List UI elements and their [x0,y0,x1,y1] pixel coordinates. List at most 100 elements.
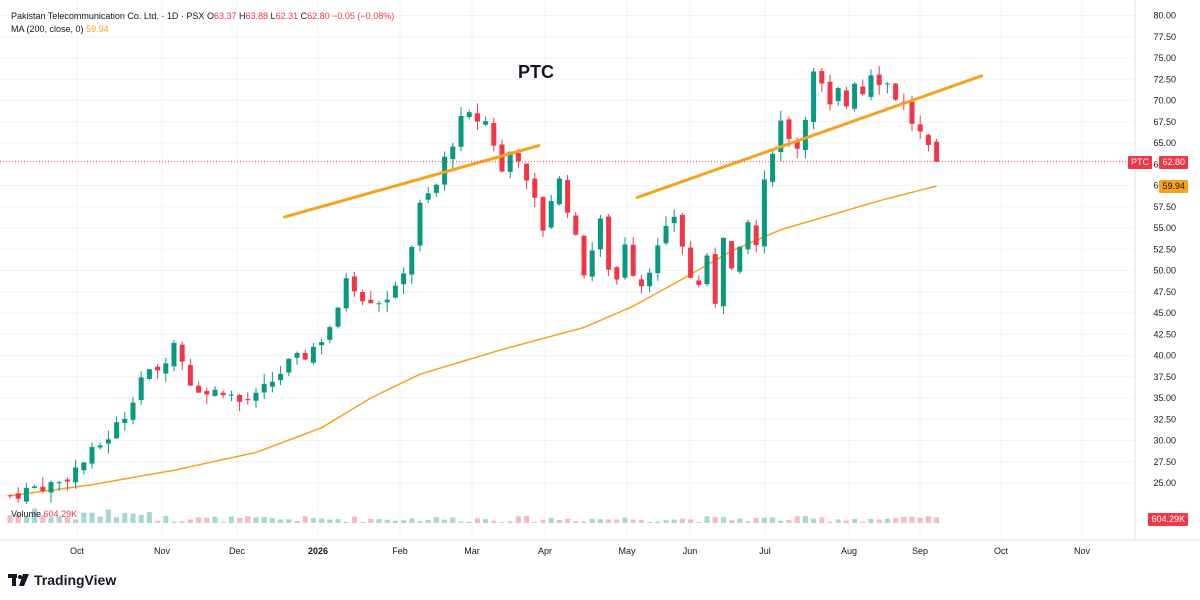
candle-body [581,235,587,276]
trendline [635,74,984,199]
candle-body [310,346,316,363]
volume-bar [335,519,341,523]
volume-bar [655,521,661,523]
volume-bar [89,512,95,523]
volume-bar [245,516,251,523]
volume-bar [917,517,923,523]
candle-body [786,119,792,139]
ma-row[interactable]: MA (200, close, 0) 59.94 [11,23,394,36]
candle-body [696,280,702,285]
volume-bar [171,521,177,523]
candle-body [228,394,234,396]
candle-body [466,112,472,118]
volume-bar [212,516,218,523]
volume-bar [827,521,833,523]
candle-body [868,75,874,97]
volume-bar [442,519,448,523]
candle-body [392,285,398,298]
volume-bar [811,518,817,523]
price-tick-label: 72.50 [1153,74,1176,84]
volume-bar [392,520,398,523]
time-tick-label: Oct [70,546,85,556]
volume-bar [23,516,29,523]
candle-body [15,493,21,499]
trendline [283,144,541,219]
candle-body [32,486,38,489]
volume-bar [622,517,628,523]
volume-bar [589,518,595,523]
volume-bar [565,518,571,523]
volume-bar [884,518,890,523]
volume-bar [15,514,21,523]
candle-body [647,272,653,287]
close-label: C [300,11,308,21]
volume-bar [524,516,530,523]
candle-body [81,462,87,471]
candle-body [40,486,46,491]
time-tick-label: Sep [912,546,928,556]
price-tick-label: 27.50 [1153,457,1176,467]
volume-legend[interactable]: Volume 604.29K [11,509,77,519]
candle-body [425,193,431,200]
last-price-text: 62.80 [1162,157,1185,167]
volume-bar [573,521,579,523]
candle-body [360,291,366,302]
candle-body [729,241,735,269]
candle-body [811,71,817,123]
volume-bar [819,517,825,523]
volume-bar [729,520,735,523]
candle-body [105,439,111,444]
candle-body [819,71,825,84]
volume-bar [360,521,366,523]
instrument-title: Pakistan Telecommunication Co. Ltd. · 1D… [11,11,205,21]
candle-body [556,178,562,205]
candle-body [294,353,300,358]
candle-body [884,83,890,85]
candle-body [622,244,628,278]
candle-body [179,344,185,362]
tradingview-logo-text: TradingView [34,572,117,588]
volume-bar [556,520,562,523]
volume-badge-text: 604.29K [1151,514,1185,524]
candle-body [319,342,325,346]
price-tick-label: 70.00 [1153,96,1176,106]
candle-body [245,399,251,401]
candle-body [548,200,554,228]
volume-bar [712,516,718,523]
volume-bar [893,518,899,523]
volume-bar [450,517,456,523]
volume-label: Volume [11,509,42,519]
volume-bar [368,518,374,523]
price-tick-label: 75.00 [1153,53,1176,63]
volume-bar [73,519,79,523]
candle-body [778,120,784,153]
candle-body [130,402,136,420]
volume-bar [737,518,743,523]
volume-bar [40,515,46,523]
volume-bar [351,516,357,523]
volume-bar [597,519,603,523]
volume-bar [433,517,439,523]
tradingview-logo[interactable]: TradingView [8,572,116,588]
volume-bar [122,512,128,523]
volume-bar [614,519,620,523]
volume-bar [663,520,669,523]
volume-bar [302,516,308,523]
candle-body [483,121,489,125]
volume-bar [64,517,70,523]
candle-body [64,479,70,482]
price-tick-label: 65.00 [1153,138,1176,148]
volume-bar [327,519,333,523]
volume-bar [319,518,325,523]
trendlines [283,74,984,219]
volume-bar [925,516,931,523]
price-tick-label: 45.00 [1153,308,1176,318]
candle-body [515,152,521,162]
volume-bar [179,521,185,523]
candle-body [343,278,349,309]
chart-legend: Pakistan Telecommunication Co. Ltd. · 1D… [11,10,394,36]
price-tick-label: 35.00 [1153,393,1176,403]
time-tick-label: Jul [759,546,771,556]
volume-bar [843,520,849,523]
